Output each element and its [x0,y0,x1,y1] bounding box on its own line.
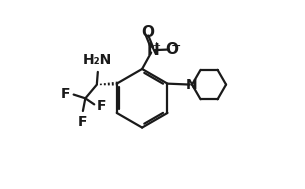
Text: −: − [170,40,181,53]
Text: N: N [146,43,159,58]
Text: F: F [97,99,106,113]
Text: N: N [186,77,198,92]
Text: H₂N: H₂N [82,53,112,67]
Text: F: F [78,115,87,129]
Text: F: F [61,87,70,101]
Text: O: O [165,42,178,57]
Text: +: + [152,41,161,51]
Text: O: O [141,25,154,40]
